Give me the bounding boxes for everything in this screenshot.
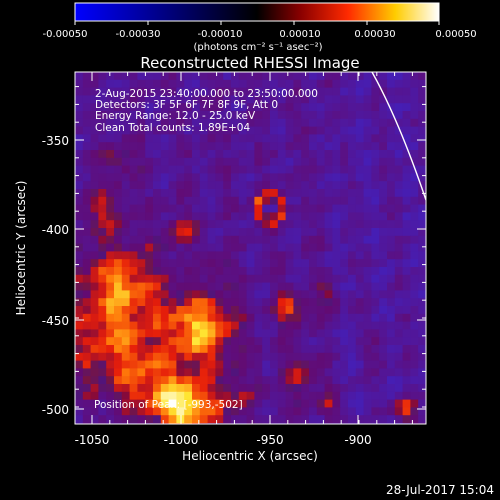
colorbar-tick-label-1: -0.00030	[116, 29, 161, 40]
colorbar-ticks	[74, 21, 440, 25]
colorbar: -0.00050 -0.00030 -0.00010 0.00010 0.000…	[43, 2, 477, 53]
footer-timestamp: 28-Jul-2017 15:04	[386, 483, 494, 497]
plot-frame	[74, 71, 427, 425]
solar-limb-curve	[371, 72, 426, 201]
colorbar-tick-label-0: -0.00050	[43, 29, 88, 40]
y-tick-labels: -350 -400 -450 -500	[42, 134, 69, 417]
x-tick-label: -900	[344, 433, 371, 447]
y-axis-label: Heliocentric Y (arcsec)	[14, 181, 28, 316]
colorbar-unit-label: (photons cm⁻² s⁻¹ asec⁻²)	[193, 42, 322, 53]
y-tick-label: -350	[42, 134, 69, 148]
reconstructed-image	[75, 72, 426, 424]
axis-ticks	[75, 72, 426, 424]
colorbar-tick-label-3: 0.00010	[279, 29, 320, 40]
colorbar-tick-label-4: 0.00030	[354, 29, 395, 40]
x-tick-label: -1050	[75, 433, 110, 447]
y-tick-label: -450	[42, 314, 69, 328]
y-tick-label: -500	[42, 403, 69, 417]
colorbar-tick-label-2: -0.00010	[198, 29, 243, 40]
info-text-block: 2-Aug-2015 23:40:00.000 to 23:50:00.000 …	[95, 88, 318, 134]
info-line-time-range: 2-Aug-2015 23:40:00.000 to 23:50:00.000	[95, 88, 318, 100]
plot-title: Reconstructed RHESSI Image	[140, 54, 359, 72]
colorbar-gradient	[74, 2, 440, 22]
y-tick-label: -400	[42, 223, 69, 237]
x-tick-label: -1000	[164, 433, 199, 447]
info-line-clean: Clean Total counts: 1.89E+04	[95, 122, 250, 134]
x-tick-labels: -1050 -1000 -950 -900	[75, 433, 372, 447]
x-axis-label: Heliocentric X (arcsec)	[182, 449, 318, 463]
x-tick-label: -950	[256, 433, 283, 447]
info-line-energy: Energy Range: 12.0 - 25.0 keV	[95, 110, 256, 122]
info-line-detectors: Detectors: 3F 5F 6F 7F 8F 9F, Att 0	[95, 99, 278, 111]
colorbar-tick-label-5: 0.00050	[435, 29, 476, 40]
peak-position-text: Position of Peak: [-993,-502]	[94, 399, 243, 411]
